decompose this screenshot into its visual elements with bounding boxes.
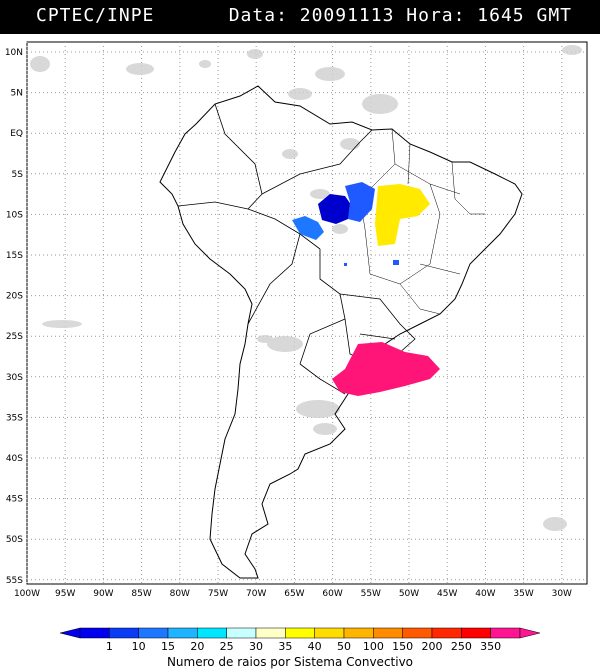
storm-blue-dot-2	[344, 263, 347, 266]
legend-swatch	[314, 627, 345, 639]
storm-yellow	[375, 184, 430, 246]
date-time-title: Data: 20091113 Hora: 1645 GMT	[228, 5, 572, 26]
lon-label: 40W	[475, 589, 495, 599]
lat-label: 5N	[11, 89, 23, 99]
legend-swatch	[109, 627, 139, 639]
lat-label: EQ	[10, 129, 23, 139]
storm-pink	[332, 342, 440, 396]
storm-blue-west	[318, 194, 352, 224]
country-borders	[177, 103, 416, 395]
south-america-outline	[159, 85, 523, 579]
lon-label: 95W	[55, 589, 75, 599]
lon-label: 55W	[361, 589, 381, 599]
legend-swatch	[167, 627, 198, 639]
lon-label: 45W	[437, 589, 457, 599]
lat-label: 40S	[6, 454, 23, 464]
legend-swatch	[79, 627, 110, 639]
lat-label: 45S	[6, 495, 23, 505]
legend-value: 10	[132, 640, 146, 653]
legend-swatch	[431, 627, 462, 639]
lat-label: 15S	[6, 251, 23, 261]
lon-label: 75W	[208, 589, 228, 599]
legend-value: 30	[249, 640, 263, 653]
lat-label: 30S	[6, 373, 23, 383]
legend-swatch	[461, 627, 491, 639]
lon-label: 85W	[131, 589, 151, 599]
lon-label: 35W	[513, 589, 533, 599]
lat-label: 5S	[12, 170, 24, 180]
lon-label: 30W	[552, 589, 572, 599]
legend-swatch	[226, 627, 257, 639]
legend-value: 250	[451, 640, 472, 653]
lon-label: 100W	[14, 589, 40, 599]
legend-value: 200	[422, 640, 443, 653]
legend-caption: Numero de raios por Sistema Convectivo	[167, 655, 413, 669]
legend-value: 20	[190, 640, 204, 653]
legend-swatch	[255, 627, 286, 639]
lat-label: 35S	[6, 413, 23, 423]
agency-title: CPTEC/INPE	[36, 5, 155, 26]
storm-blue-east	[345, 182, 375, 222]
legend-swatch	[138, 627, 169, 639]
lat-label: 55S	[6, 576, 23, 586]
legend-value: 15	[161, 640, 175, 653]
storm-clusters	[292, 182, 440, 396]
legend-value: 1	[106, 640, 113, 653]
map-frame	[26, 41, 588, 585]
lightning-map: 10N 5N EQ 5S 10S 15S 20S 25S 30S 35S 40S 45S 50S 55S 1…	[5, 41, 588, 599]
lon-label: 65W	[284, 589, 304, 599]
legend-value: 25	[220, 640, 234, 653]
legend-value: 350	[480, 640, 501, 653]
legend-value: 35	[278, 640, 292, 653]
storm-blue-dot	[393, 260, 399, 265]
legend-swatch	[402, 627, 433, 639]
lon-label: 80W	[170, 589, 190, 599]
legend-value: 50	[337, 640, 351, 653]
title-bar: CPTEC/INPE Data: 20091113 Hora: 1645 GMT	[0, 0, 600, 34]
legend-value: 150	[392, 640, 413, 653]
legend-value: 40	[308, 640, 322, 653]
lat-label: 10S	[6, 210, 23, 220]
grid-lines	[26, 42, 587, 584]
legend-swatch	[373, 627, 403, 639]
lon-label: 50W	[399, 589, 419, 599]
lon-label: 90W	[93, 589, 113, 599]
legend-swatch	[285, 627, 315, 639]
legend-arrow-right	[519, 627, 541, 639]
state-borders	[359, 128, 485, 315]
lat-label: 10N	[5, 48, 23, 58]
color-legend: 1 10 15 20 25 30 35 40 50 100 150 200 250 350 Numero …	[59, 627, 541, 669]
legend-arrow-left	[59, 627, 81, 639]
lat-label: 20S	[6, 292, 23, 302]
cloud-patches	[30, 45, 582, 531]
legend-swatch	[490, 627, 521, 639]
storm-blue-small	[292, 216, 324, 240]
lat-label: 25S	[6, 332, 23, 342]
legend-swatch	[197, 627, 227, 639]
legend-value: 100	[363, 640, 384, 653]
lat-label: 50S	[6, 535, 23, 545]
legend-swatch	[343, 627, 374, 639]
lon-label: 60W	[322, 589, 342, 599]
lon-label: 70W	[246, 589, 266, 599]
